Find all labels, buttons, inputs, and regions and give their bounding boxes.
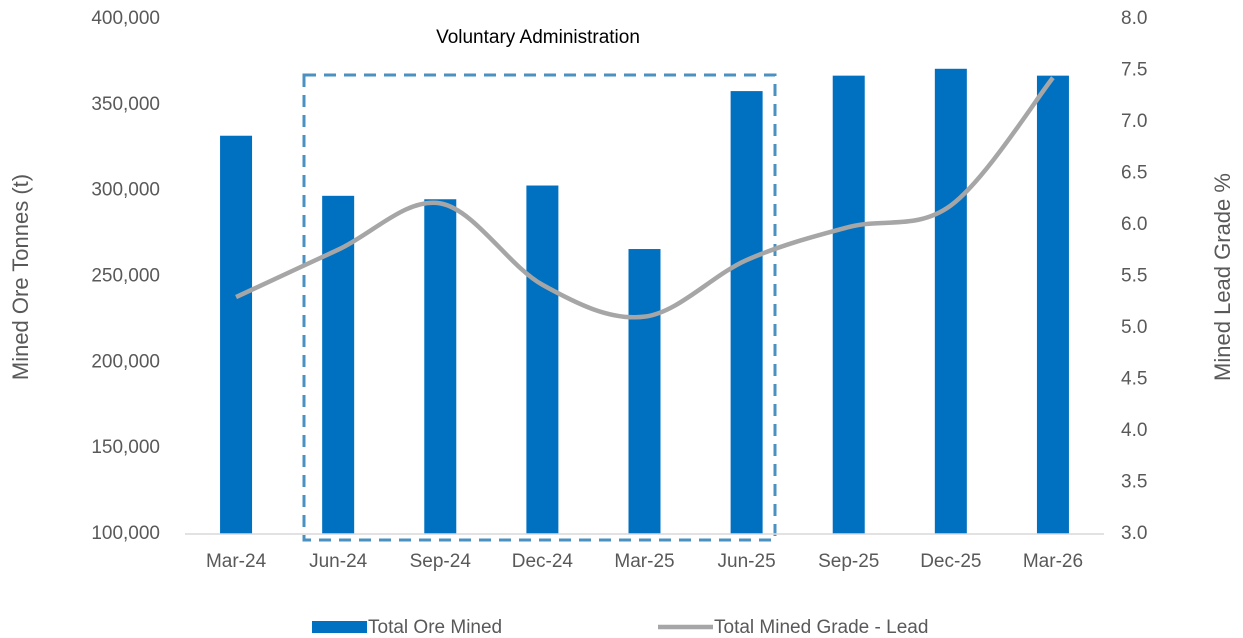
y-axis-label: Mined Ore Tonnes (t) [8, 174, 33, 380]
legend-swatch [312, 621, 367, 633]
bar [526, 185, 559, 534]
y2-tick-label: 6.5 [1121, 163, 1147, 184]
y2-tick-label: 4.5 [1121, 369, 1147, 390]
line [235, 76, 1055, 320]
bar [424, 199, 457, 534]
y-tick-label: 200,000 [91, 351, 160, 372]
x-tick-label: Jun-24 [309, 551, 368, 572]
y2-tick-label: 4.0 [1121, 420, 1147, 441]
y2-tick-label: 5.0 [1121, 317, 1147, 338]
y-tick-label: 300,000 [91, 180, 160, 201]
x-tick-label: Sep-24 [410, 551, 472, 572]
x-tick-label: Jun-25 [718, 551, 776, 572]
legend-label: Total Mined Grade - Lead [714, 617, 928, 638]
x-tick-label: Mar-26 [1023, 551, 1083, 572]
y-tick-label: 350,000 [91, 94, 160, 115]
bar [628, 249, 661, 535]
x-tick-label: Mar-25 [614, 551, 674, 572]
bar [934, 68, 967, 535]
x-tick-label: Dec-24 [512, 551, 574, 572]
bar [322, 195, 355, 535]
x-tick-label: Mar-24 [206, 551, 267, 572]
annotation: Voluntary Administration [436, 27, 640, 48]
y2-tick-label: 7.5 [1121, 60, 1147, 81]
y2-tick-label: 8.0 [1121, 8, 1147, 29]
legend-label: Total Ore Mined [368, 617, 502, 638]
bar [832, 75, 865, 535]
y-tick-label: 150,000 [91, 437, 160, 458]
y2-tick-label: 3.5 [1121, 472, 1147, 493]
y2-tick-label: 5.5 [1121, 266, 1147, 287]
y-tick-label: 100,000 [91, 523, 160, 544]
x-tick-label: Sep-25 [818, 551, 879, 572]
bar [1036, 75, 1069, 535]
y2-tick-label: 6.0 [1121, 214, 1147, 235]
y-tick-label: 250,000 [91, 266, 160, 287]
y2-tick-label: 7.0 [1121, 111, 1147, 132]
bar [220, 135, 253, 534]
bar [730, 91, 763, 534]
y2-tick-label: 3.0 [1121, 523, 1147, 544]
x-tick-label: Dec-25 [920, 551, 981, 572]
y-tick-label: 400,000 [91, 8, 160, 29]
annotation-box [302, 73, 777, 542]
y2-axis-label: Mined Lead Grade % [1210, 173, 1235, 381]
